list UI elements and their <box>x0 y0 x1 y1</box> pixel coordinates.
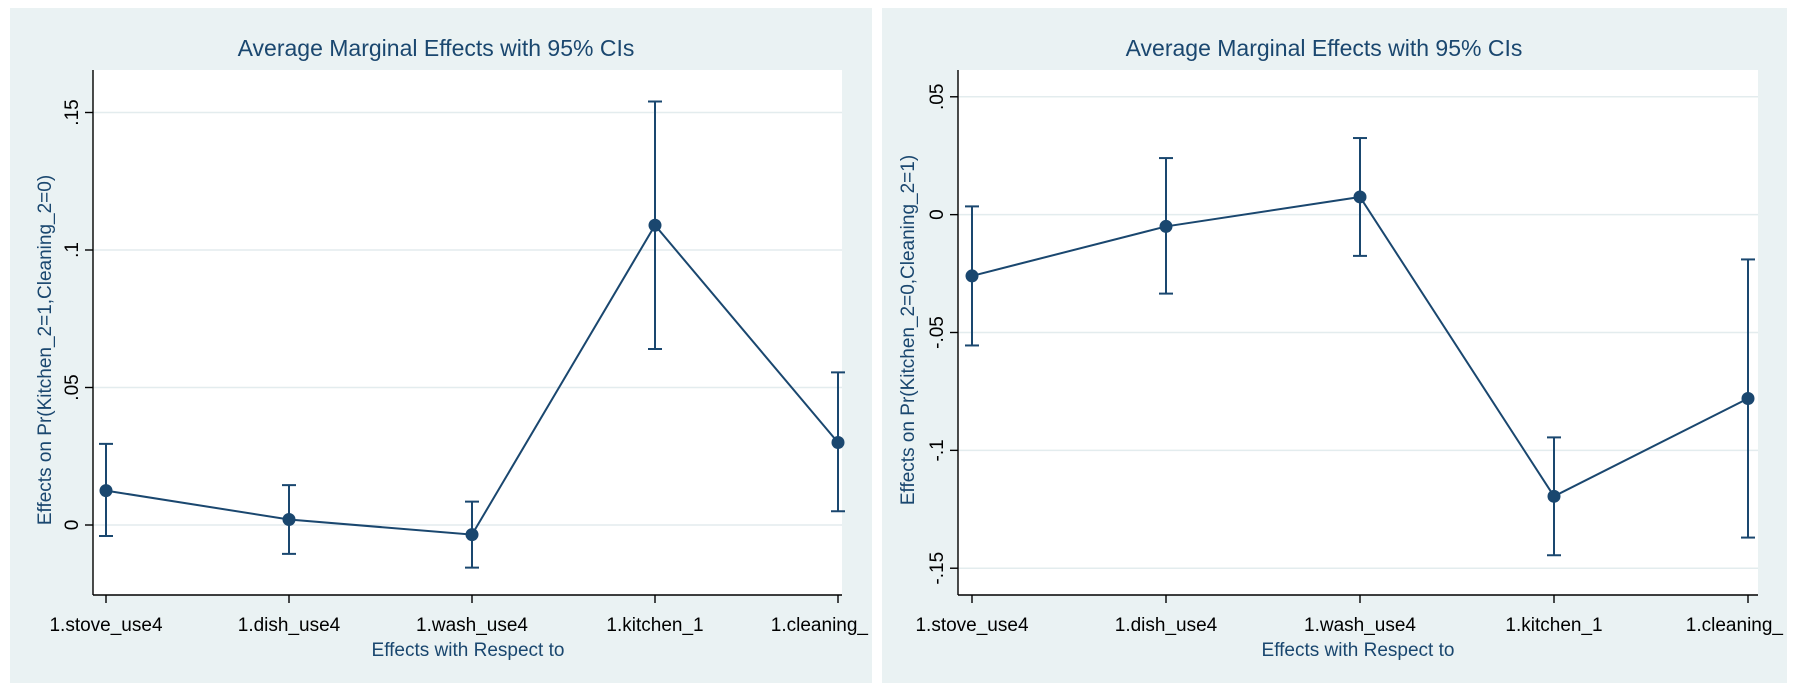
x-tick-label: 1.dish_use4 <box>1115 615 1218 636</box>
data-point <box>965 269 979 283</box>
x-tick-label: 1.cleaning_ <box>1686 615 1784 636</box>
panel-2-gridlines <box>958 96 1758 569</box>
x-tick-label: 1.stove_use4 <box>49 615 162 636</box>
y-tick-label: .15 <box>62 99 83 125</box>
chart-panel-2: -.15-.1-.050.05 1.stove_use4 1.dish_use4 1… <box>882 8 1787 683</box>
y-tick-label: .05 <box>62 374 83 400</box>
panel-1-x-ticks: 1.stove_use4 1.dish_use4 1.wash_use4 1.kitc… <box>49 595 868 636</box>
x-tick-label: 1.kitchen_1 <box>606 615 703 636</box>
panel-2-y-axis-label: Effects on Pr(Kitchen_2=0,Cleaning_2=1) <box>898 155 919 505</box>
data-point <box>99 484 113 498</box>
panel-2-title: Average Marginal Effects with 95% CIs <box>1126 35 1523 61</box>
y-tick-label: -.1 <box>927 439 948 461</box>
panel-2-x-ticks: 1.stove_use4 1.dish_use4 1.wash_use4 1.kitc… <box>915 595 1783 636</box>
data-point <box>282 513 296 526</box>
y-tick-label: -.15 <box>927 552 948 585</box>
data-point <box>1159 219 1173 233</box>
x-tick-label: 1.wash_use4 <box>416 615 528 636</box>
panel-1-gridlines <box>93 111 842 526</box>
data-point <box>1353 190 1367 204</box>
y-tick-label: 0 <box>927 209 948 220</box>
panel-2-marks <box>965 137 1755 557</box>
panel-1-title: Average Marginal Effects with 95% CIs <box>238 35 635 61</box>
y-tick-label: .1 <box>62 242 83 258</box>
chart-panel-1: 0 .05 .1 .15 1.stove_use4 1.dish_use4 1.wash_… <box>10 8 872 683</box>
data-point <box>1547 489 1561 503</box>
panel-1-y-ticks: 0 .05 .1 .15 <box>62 99 93 530</box>
y-tick-label: -.05 <box>927 316 948 349</box>
panel-2-x-axis-label: Effects with Respect to <box>1262 640 1455 661</box>
y-tick-label: .05 <box>927 84 948 110</box>
panel-1-y-axis-label: Effects on Pr(Kitchen_2=1,Cleaning_2=0) <box>35 175 56 525</box>
panel-1-marks <box>99 100 845 569</box>
data-point <box>1741 392 1755 405</box>
panel-2-y-ticks: -.15 -.1 -.05 0 .05 <box>927 84 958 585</box>
x-tick-label: 1.kitchen_1 <box>1505 615 1602 636</box>
x-tick-label: 1.stove_use4 <box>915 615 1028 636</box>
data-point <box>465 528 479 542</box>
x-tick-label: 1.cleaning_ <box>771 615 869 636</box>
x-tick-label: 1.dish_use4 <box>238 615 341 636</box>
data-point <box>831 436 845 449</box>
panel-1-x-axis-label: Effects with Respect to <box>372 640 565 661</box>
data-point <box>648 218 662 232</box>
y-tick-label: 0 <box>62 520 83 531</box>
x-tick-label: 1.wash_use4 <box>1304 615 1416 636</box>
panel-1-plot-area <box>93 70 842 595</box>
